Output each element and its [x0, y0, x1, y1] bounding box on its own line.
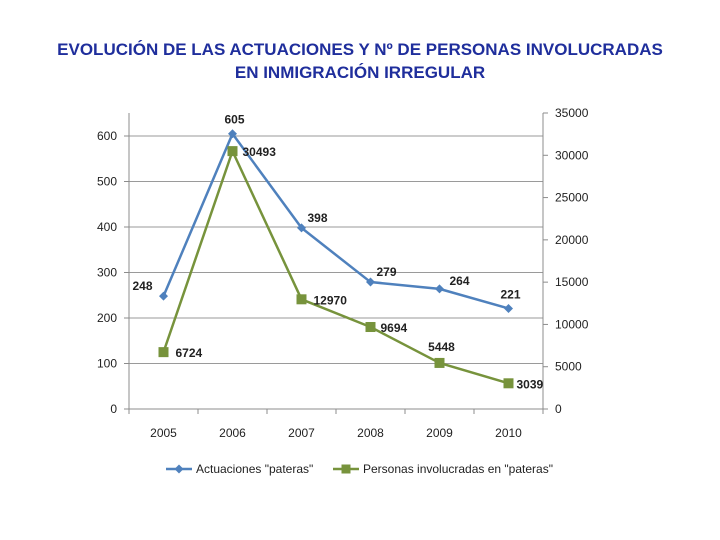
x-tick-label: 2008	[357, 426, 384, 440]
series-line	[162, 149, 509, 385]
data-label: 9694	[381, 321, 408, 335]
data-label: 264	[450, 274, 470, 288]
legend-label: Personas involucradas en "pateras"	[363, 462, 553, 476]
data-point	[434, 357, 445, 368]
right-tick-label: 20000	[555, 233, 589, 247]
x-tick-label: 2010	[495, 426, 522, 440]
data-point	[365, 322, 376, 333]
data-point	[435, 284, 444, 294]
left-tick-label: 200	[97, 311, 117, 325]
legend: Actuaciones "pateras" Personas involucrad…	[166, 462, 553, 476]
data-point	[296, 294, 307, 305]
data-label: 3039	[517, 377, 544, 391]
x-tick-label: 2005	[150, 426, 177, 440]
data-point	[503, 378, 514, 389]
data-point	[228, 129, 237, 139]
series-group: 248 605 398 279 264 221 6724 30493 12970 9694 5448…	[132, 113, 543, 392]
legend-marker	[174, 464, 184, 474]
right-tick-label: 30000	[555, 148, 589, 162]
x-tick-label: 2006	[219, 426, 246, 440]
right-tick-label: 35000	[555, 106, 589, 120]
legend-marker	[341, 464, 351, 474]
data-point	[297, 223, 306, 233]
left-tick-label: 400	[97, 220, 117, 234]
right-tick-label: 5000	[555, 360, 582, 374]
data-label: 5448	[428, 340, 455, 354]
data-label: 248	[132, 279, 152, 293]
right-tick-label: 25000	[555, 191, 589, 205]
data-point	[504, 303, 513, 313]
data-point	[158, 347, 169, 358]
data-label: 279	[377, 265, 397, 279]
data-label: 398	[308, 211, 328, 225]
x-tick-label: 2009	[426, 426, 453, 440]
left-tick-label: 100	[97, 357, 117, 371]
data-point	[159, 291, 168, 301]
left-tick-label: 600	[97, 129, 117, 143]
x-tick-label: 2007	[288, 426, 315, 440]
data-point	[366, 277, 375, 287]
data-label: 605	[224, 113, 244, 127]
left-tick-label: 500	[97, 175, 117, 189]
right-tick-label: 10000	[555, 317, 589, 331]
data-label: 12970	[314, 293, 348, 307]
chart-title-line-1: EVOLUCIÓN DE LAS ACTUACIONES Y Nº DE PER…	[57, 40, 663, 59]
chart-title: EVOLUCIÓN DE LAS ACTUACIONES Y Nº DE PER…	[0, 38, 720, 84]
chart-title-line-2: EN INMIGRACIÓN IRREGULAR	[234, 63, 486, 82]
left-tick-label: 300	[97, 266, 117, 280]
series-line	[162, 132, 509, 310]
legend-label: Actuaciones "pateras"	[196, 462, 313, 476]
data-label: 6724	[176, 346, 203, 360]
data-label: 221	[500, 287, 520, 301]
right-tick-label: 15000	[555, 275, 589, 289]
axes: 0 100 200 300 400 500 600 0 5000 10000 15000 20000 2…	[97, 106, 589, 440]
right-tick-label: 0	[555, 402, 562, 416]
left-tick-label: 0	[110, 402, 117, 416]
gridlines	[129, 135, 543, 364]
data-point	[227, 146, 238, 157]
data-label: 30493	[243, 145, 277, 159]
